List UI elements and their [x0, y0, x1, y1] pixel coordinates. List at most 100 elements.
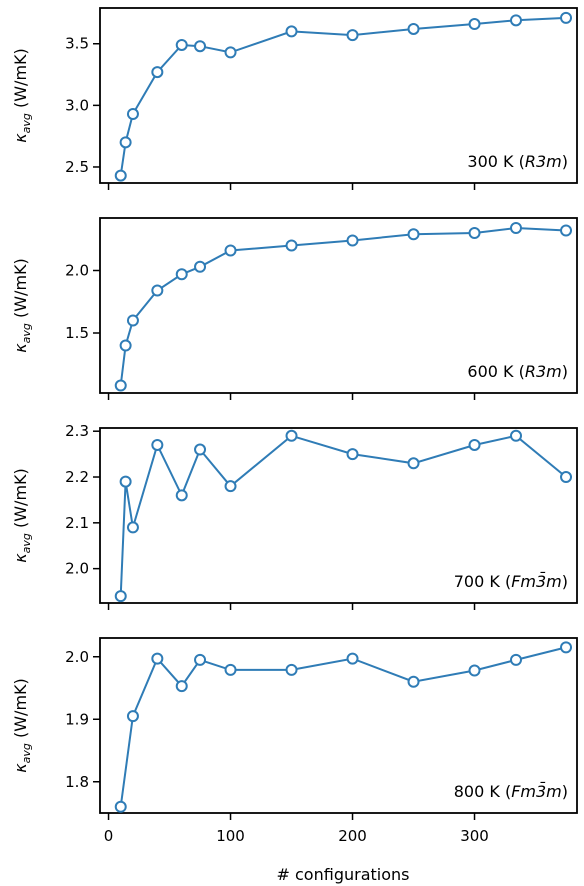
data-point — [510, 222, 523, 234]
y-tick-label: 2.5 — [65, 158, 89, 176]
data-point — [468, 227, 481, 239]
x-tick-label: 300 — [460, 827, 489, 845]
data-point — [194, 40, 207, 53]
data-point — [151, 66, 164, 79]
data-point — [560, 11, 573, 24]
data-point — [468, 664, 481, 677]
y-tick-label: 2.2 — [65, 468, 89, 486]
data-point — [468, 438, 481, 451]
y-tick-label: 1.8 — [65, 773, 89, 791]
y-axis-label-subscript: avg — [20, 323, 33, 343]
axes-frame — [99, 427, 578, 604]
data-point — [510, 653, 523, 666]
data-point — [468, 18, 481, 31]
data-point — [510, 14, 523, 27]
panel-1: 2.5 3.0 3.5 κavg (W/mK) 300 K (R3m) — [11, 7, 578, 190]
y-axis-label-unit: (W/mK) — [11, 48, 30, 113]
data-point — [114, 800, 127, 813]
data-point — [224, 244, 237, 257]
y-axis-label-unit: (W/mK) — [11, 258, 30, 323]
annotation-temperature: 700 K ( — [454, 572, 511, 591]
data-point — [285, 25, 298, 38]
y-tick-label: 2.3 — [65, 422, 89, 440]
data-point — [510, 429, 523, 442]
x-tick-label: 100 — [216, 827, 245, 845]
data-point — [224, 480, 237, 493]
series-line — [119, 646, 567, 807]
data-point — [560, 641, 573, 654]
data-point — [126, 107, 139, 120]
data-point — [285, 663, 298, 676]
axes-frame — [99, 217, 578, 394]
axes-frame — [99, 637, 578, 814]
annotation-close: ) — [562, 362, 568, 381]
y-tick-label: 2.0 — [65, 648, 89, 666]
y-axis-label-symbol: κ — [11, 553, 30, 563]
y-axis-label-subscript: avg — [20, 113, 33, 133]
data-point — [151, 284, 164, 297]
data-point — [175, 680, 188, 693]
y-axis-label-subscript: avg — [20, 533, 33, 553]
annotation-temperature: 300 K ( — [467, 152, 524, 171]
y-axis-label: κavg (W/mK) — [11, 678, 33, 773]
data-point — [175, 268, 188, 281]
x-axis-labels: 0 100 200 300 — [104, 827, 489, 845]
data-point — [407, 675, 420, 688]
y-axis-label-symbol: κ — [11, 763, 30, 773]
data-point — [560, 471, 573, 484]
y-axis-label-symbol: κ — [11, 343, 30, 353]
panel-4: 1.8 1.9 2.0 κavg (W/mK) 800 K (Fm3̄m) — [11, 637, 578, 820]
panel-annotation: 800 K (Fm3̄m) — [454, 782, 568, 801]
y-axis-label-unit: (W/mK) — [11, 678, 30, 743]
x-tick-label: 0 — [104, 827, 114, 845]
y-axis-label-subscript: avg — [20, 743, 33, 763]
y-axis-label: κavg (W/mK) — [11, 468, 33, 563]
data-point — [407, 457, 420, 470]
data-point — [114, 590, 127, 603]
data-point — [119, 136, 132, 149]
annotation-temperature: 600 K ( — [467, 362, 524, 381]
data-point — [194, 443, 207, 456]
annotation-phase: R3m — [525, 152, 562, 171]
data-point — [285, 239, 298, 252]
data-point — [126, 710, 139, 723]
y-tick-label: 2.0 — [65, 560, 89, 578]
annotation-temperature: 800 K ( — [454, 782, 511, 801]
panel-2: 1.5 2.0 κavg (W/mK) 600 K (R3m) — [11, 217, 578, 400]
data-point — [114, 169, 127, 182]
data-point — [151, 438, 164, 451]
y-tick-label: 2.0 — [65, 262, 89, 280]
data-point — [175, 38, 188, 51]
y-axis-label: κavg (W/mK) — [11, 258, 33, 353]
x-axis-label: # configurations — [277, 865, 410, 884]
x-tick-label: 200 — [338, 827, 367, 845]
data-point — [224, 663, 237, 676]
y-tick-label: 2.1 — [65, 514, 89, 532]
annotation-close: ) — [562, 152, 568, 171]
y-tick-label: 3.5 — [65, 35, 89, 53]
axes-frame — [99, 7, 578, 184]
data-point — [346, 29, 359, 42]
y-axis-label-unit: (W/mK) — [11, 468, 30, 533]
annotation-phase: Fm3̄m — [511, 782, 562, 801]
y-tick-label: 3.0 — [65, 96, 89, 114]
data-point — [114, 379, 127, 392]
data-point — [224, 46, 237, 59]
data-point — [194, 653, 207, 666]
data-point — [126, 314, 139, 327]
annotation-close: ) — [562, 572, 568, 591]
data-point — [126, 521, 139, 534]
data-point — [346, 234, 359, 247]
panel-annotation: 600 K (R3m) — [467, 362, 568, 381]
data-point — [285, 429, 298, 442]
data-point — [407, 228, 420, 241]
data-point — [151, 652, 164, 665]
annotation-phase: R3m — [525, 362, 562, 381]
data-point — [407, 22, 420, 35]
data-point — [346, 448, 359, 461]
panel-annotation: 700 K (Fm3̄m) — [454, 572, 568, 591]
panel-annotation: 300 K (R3m) — [467, 152, 568, 171]
data-point — [175, 489, 188, 502]
